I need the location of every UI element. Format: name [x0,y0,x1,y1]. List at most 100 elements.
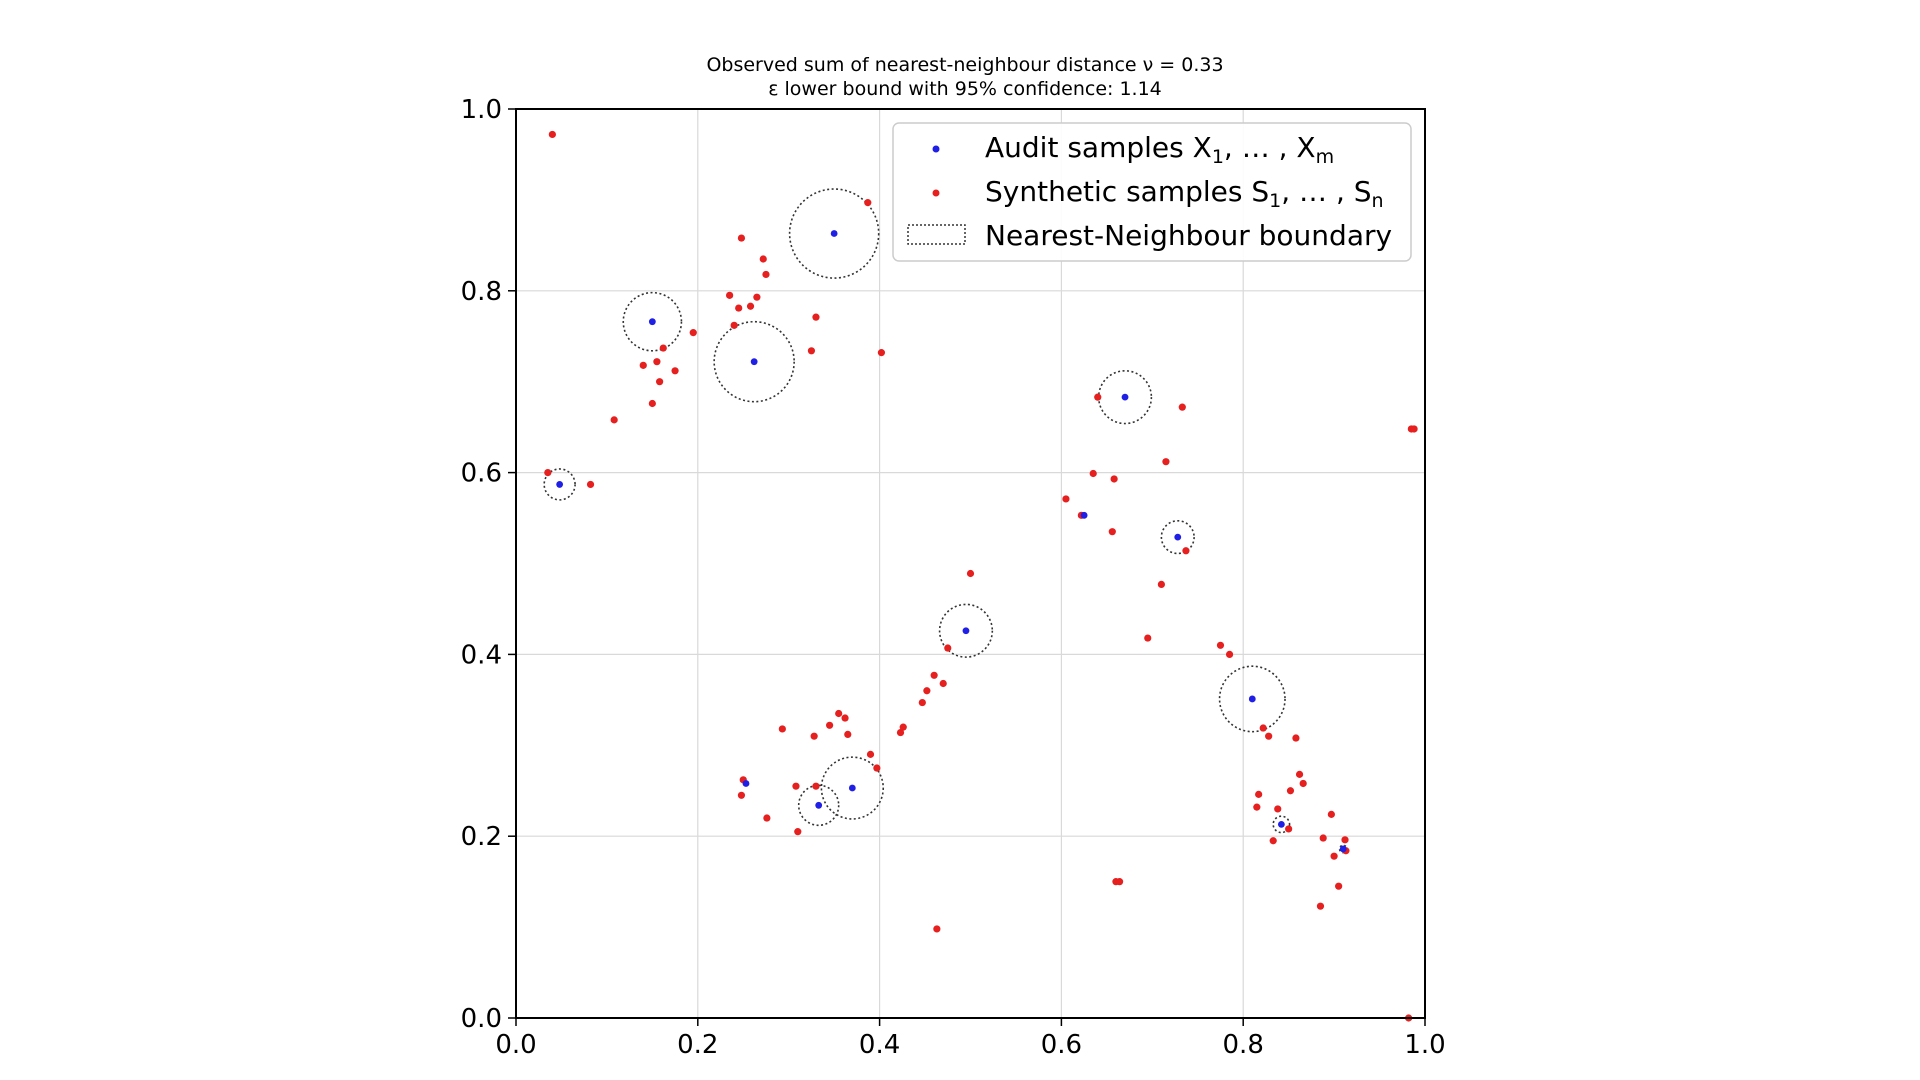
legend-audit-sub-2: m [1316,146,1335,168]
synthetic-sample-point [866,750,875,758]
chart-title-line-1: Observed sum of nearest-neighbour distan… [706,54,1223,76]
synthetic-sample-point [807,347,816,355]
legend-audit-label: Audit samples X1, … , Xm [985,131,1334,168]
synthetic-sample-point [648,399,656,408]
nearest-neighbour-boundary-circle [1272,815,1291,834]
synthetic-sample-point [1265,732,1273,740]
synthetic-sample-point [841,714,849,722]
synthetic-sample-point [544,469,552,477]
legend: Audit samples X1, … , Xm Synthetic sampl… [892,122,1412,262]
synthetic-sample-point [1108,528,1116,536]
legend-synthetic-sub-1: 1 [1269,190,1281,212]
synthetic-sample-point [586,480,595,489]
synthetic-sample-point [1327,810,1335,818]
nearest-neighbour-boundary-circle [1160,519,1195,555]
audit-sample-point [1339,845,1347,853]
synthetic-sample-point [1295,770,1304,778]
audit-sample-point [962,627,970,635]
synthetic-sample-point [1089,469,1097,478]
synthetic-sample-point [659,344,667,352]
synthetic-sample-point [930,671,938,679]
synthetic-sample-point [792,782,800,790]
synthetic-sample-point [1144,634,1152,642]
x-tick-label: 0.2 [677,1030,718,1060]
audit-sample-point [556,481,564,488]
audit-sample-point [830,230,838,237]
audit-sample-point [1248,695,1256,703]
nearest-neighbour-boundary-circle [938,603,994,658]
synthetic-sample-point [1162,458,1170,466]
synthetic-sample-point [826,721,834,729]
synthetic-sample-point [812,782,820,790]
audit-sample-point [1121,393,1129,401]
y-tick-label: 0.8 [461,277,502,307]
synthetic-sample-point [753,293,761,301]
synthetic-sample-point [794,828,802,836]
synthetic-sample-point [933,925,941,933]
synthetic-sample-point [896,728,905,737]
synthetic-sample-point [759,255,767,263]
synthetic-sample-point [1335,882,1343,890]
audit-sample-point [1174,533,1182,541]
synthetic-sample-point [864,199,872,207]
synthetic-sample-point [1410,425,1418,433]
synthetic-sample-point [810,732,818,740]
y-tick-label: 0.6 [461,459,502,489]
synthetic-sample-point [1316,902,1325,910]
synthetic-sample-point [1225,650,1234,659]
y-tick-label: 0.4 [461,640,502,670]
synthetic-sample-point [689,329,697,337]
audit-sample-point [648,318,656,326]
synthetic-sample-point [639,361,647,369]
nearest-neighbour-boundary-circle [622,291,683,352]
legend-boundary-label: Nearest-Neighbour boundary [985,219,1392,252]
synthetic-sample-point [1157,580,1165,589]
synthetic-sample-point [1255,790,1263,798]
legend-boundary-marker [907,224,966,245]
audit-sample-point [848,784,856,792]
nearest-neighbour-boundary-circle [543,468,576,501]
synthetic-sample-point [899,723,907,731]
synthetic-sample-point [737,791,746,799]
legend-synthetic-marker [932,189,940,197]
synthetic-sample-point [1330,852,1338,860]
synthetic-samples-series [544,130,1418,1022]
legend-box [892,122,1412,262]
audit-samples-series [556,230,1347,853]
synthetic-sample-point [1110,475,1118,483]
synthetic-sample-point [735,304,743,312]
legend-synthetic-sub-2: n [1372,190,1384,212]
legend-audit-sub-1: 1 [1212,146,1224,168]
synthetic-sample-point [1299,779,1307,788]
legend-synthetic-label: Synthetic samples S1, … , Sn [985,175,1384,212]
synthetic-sample-point [939,679,947,688]
synthetic-sample-point [746,302,755,310]
legend-audit-text: Audit samples X [985,131,1212,164]
audit-sample-point [1277,820,1285,828]
x-tick-label: 0.8 [1223,1030,1264,1060]
legend-audit-marker [932,145,940,153]
synthetic-sample-point [844,730,852,738]
synthetic-sample-point [966,569,975,578]
axis-ticks: 0.0 0.2 0.4 0.6 0.8 1.0 0.0 0.2 0.4 0.6 0.8 1.0 [461,95,1446,1060]
synthetic-sample-point [610,416,618,424]
nearest-neighbour-boundary-circle [713,320,795,403]
synthetic-sample-point [1094,393,1102,401]
chart-title-line-2: ε lower bound with 95% confidence: 1.14 [768,78,1162,100]
x-tick-label: 0.6 [1041,1030,1082,1060]
x-tick-label: 0.0 [495,1030,536,1060]
synthetic-sample-point [1269,837,1277,845]
synthetic-sample-point [1341,836,1349,844]
synthetic-sample-point [812,313,820,321]
y-tick-label: 0.2 [461,822,502,852]
synthetic-sample-point [873,764,881,772]
synthetic-sample-point [918,698,926,707]
legend-synthetic-text: Synthetic samples S [985,175,1269,208]
synthetic-sample-point [548,130,556,139]
synthetic-sample-point [877,349,886,357]
x-tick-label: 0.4 [859,1030,900,1060]
synthetic-sample-point [1319,834,1327,842]
synthetic-sample-point [1062,495,1070,503]
